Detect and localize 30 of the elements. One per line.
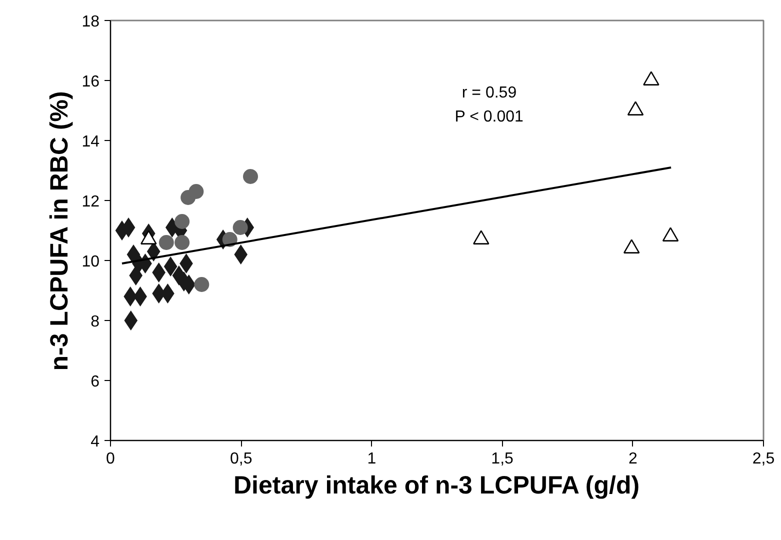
- x-tick-label: 1: [367, 450, 376, 468]
- y-tick-label: 16: [82, 74, 100, 90]
- x-tick-label: 0: [106, 450, 116, 468]
- point: [243, 169, 258, 184]
- y-tick-label: 12: [82, 194, 100, 210]
- y-tick-label: 4: [90, 434, 100, 450]
- y-tick-label: 8: [90, 314, 100, 330]
- point: [124, 310, 138, 330]
- y-axis-title: n-3 LCPUFA in RBC (%): [46, 91, 74, 371]
- x-tick-label: 1,5: [491, 450, 514, 468]
- point: [234, 244, 248, 264]
- x-tick-label: 2,5: [752, 450, 775, 468]
- y-tick-label: 14: [82, 134, 100, 150]
- point: [194, 277, 210, 292]
- y-tick-label: 10: [82, 254, 100, 270]
- point: [174, 214, 190, 229]
- annotation: P < 0.001: [454, 108, 524, 126]
- x-tick-label: 0,5: [230, 450, 252, 468]
- point: [232, 220, 248, 235]
- annotation: r = 0.59: [462, 84, 517, 102]
- point: [164, 256, 178, 276]
- y-tick-label: 6: [90, 374, 100, 390]
- y-tick-label: 18: [82, 14, 100, 30]
- point: [129, 266, 143, 286]
- x-axis-title: Dietary intake of n-3 LCPUFA (g/d): [234, 472, 640, 500]
- point: [188, 184, 204, 199]
- point: [158, 235, 174, 250]
- point: [174, 235, 190, 250]
- x-tick-label: 2: [628, 450, 638, 468]
- point: [124, 286, 138, 306]
